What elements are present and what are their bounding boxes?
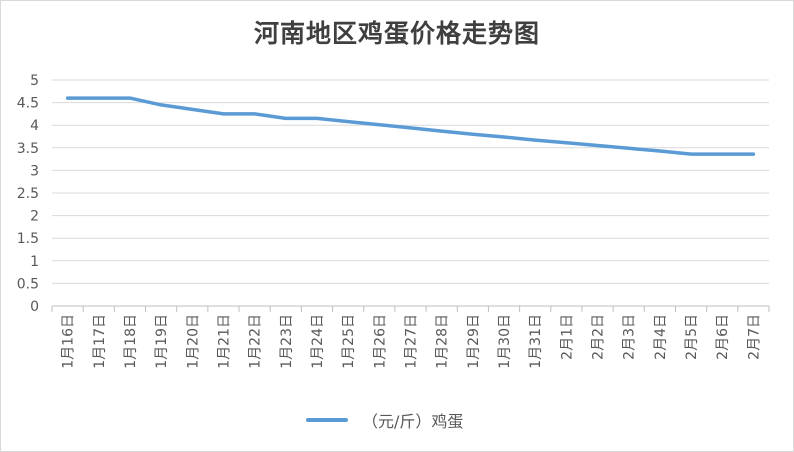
x-tick-label: 1月24日 [310,314,326,369]
data-point [720,152,724,156]
legend: （元/斤）鸡蛋 [306,408,463,432]
legend-label: （元/斤）鸡蛋 [362,412,464,431]
data-point [284,116,288,120]
x-tick-label: 2月3日 [622,314,638,360]
x-tick-label: 1月21日 [216,314,232,369]
x-tick-label: 1月17日 [92,314,108,369]
x-tick-label: 2月7日 [746,314,762,360]
x-tick-label: 2月4日 [653,314,669,360]
data-point [658,149,662,153]
x-tick-label: 1月16日 [61,314,77,369]
y-tick-label: 4.5 [17,96,39,112]
y-tick-label: 2 [30,209,39,225]
x-tick-label: 1月31日 [528,314,544,369]
x-tick-label: 2月5日 [684,314,700,360]
series-lines [65,96,756,156]
y-tick-label: 1.5 [17,231,39,247]
data-point [66,96,70,100]
x-tick-label: 1月26日 [372,314,388,369]
x-tick-label: 1月22日 [248,314,264,369]
x-tick-label: 1月20日 [185,314,201,369]
y-tick-label: 0.5 [17,276,39,292]
y-tick-label: 1 [30,254,39,270]
data-point [689,152,693,156]
data-point [128,96,132,100]
data-point [159,103,163,107]
y-tick-label: 3 [30,163,39,179]
series-line [65,96,756,156]
x-tick-label: 1月18日 [123,314,139,369]
data-point [377,123,381,127]
x-tick-label: 1月19日 [154,314,170,369]
x-tick-label: 1月23日 [279,314,295,369]
data-point [533,138,537,142]
x-tick-label: 1月28日 [435,314,451,369]
x-tick-label: 1月30日 [497,314,513,369]
y-tick-label: 3.5 [17,141,39,157]
data-point [409,126,412,130]
x-tick-label: 2月1日 [559,314,575,360]
y-axis-tick-labels: 0 0.5 1 1.5 2 2.5 3 3.5 4 4.5 5 [17,73,39,315]
data-point [190,107,194,111]
x-axis: 1月16日 1月17日 1月18日 1月19日 1月20日 1月21日 1月22日 1月23日… [51,305,770,369]
x-tick-label: 1月29日 [466,314,482,369]
data-point [440,129,444,133]
y-tick-label: 0 [30,299,39,315]
x-tick-label: 1月25日 [341,314,357,369]
data-point [596,144,600,148]
gridlines [52,79,769,307]
data-point [346,120,350,124]
x-tick-label: 1月27日 [404,314,420,369]
data-point [471,132,475,136]
chart-title: 河南地区鸡蛋价格走势图 [253,19,540,48]
y-tick-label: 4 [30,118,39,134]
data-point [253,112,257,116]
data-point [221,112,225,116]
legend-swatch [306,418,348,422]
data-point [627,146,631,150]
x-tick-label: 2月2日 [591,314,607,360]
data-point [97,96,101,100]
data-point [564,141,568,145]
data-point [502,135,506,139]
y-tick-label: 5 [30,73,39,89]
data-point [751,152,755,156]
data-point [315,116,319,120]
y-tick-label: 2.5 [17,186,39,202]
x-tick-label: 2月6日 [715,314,731,360]
